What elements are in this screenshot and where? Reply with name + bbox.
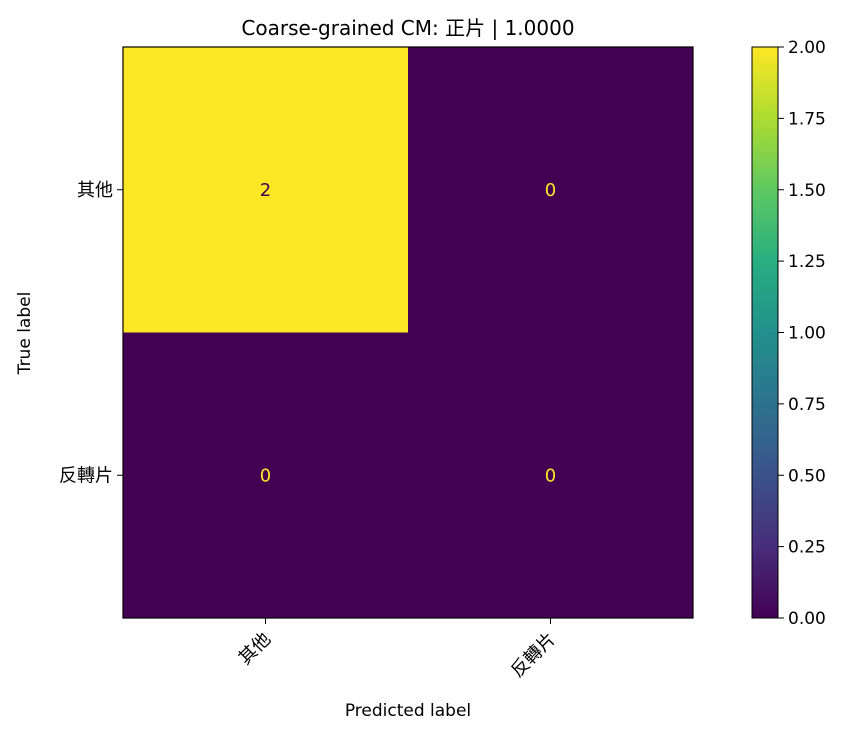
x-tick-label: 其他 — [235, 629, 275, 669]
x-axis-ticks: 其他 反轉片 — [235, 618, 560, 682]
y-tick-label: 反轉片 — [59, 465, 113, 486]
y-axis-label: True label — [15, 292, 35, 376]
heatmap-cell-r0-c1 — [408, 47, 693, 333]
heatmap-cell-r1-c0 — [123, 332, 408, 618]
colorbar-tick-label: 1.25 — [788, 252, 826, 272]
x-tick-label: 反轉片 — [507, 629, 560, 682]
cell-value-r1-c1: 0 — [545, 465, 556, 486]
colorbar-tick-label: 1.75 — [788, 109, 826, 129]
colorbar-tick-label: 0.50 — [788, 466, 826, 486]
x-axis-label: Predicted label — [345, 701, 471, 721]
colorbar-ticks: 0.00 0.25 0.50 0.75 1.00 1.25 1.50 1.75 2.00 — [778, 38, 826, 629]
colorbar-tick-label: 0.00 — [788, 609, 826, 629]
cell-annotations: 2 00 0 — [260, 180, 556, 487]
cell-value-r0-c1: 0 — [545, 180, 556, 201]
cell-value-r1-c0: 0 — [260, 465, 271, 486]
plot-frame — [122, 46, 694, 619]
colorbar-tick-label: 0.75 — [788, 395, 826, 415]
chart-title: Coarse-grained CM: 正片 | 1.0000 — [241, 16, 574, 40]
heatmap-cells — [123, 47, 693, 618]
heatmap-cell-r1-c1 — [408, 332, 693, 618]
y-tick-label: 其他 — [77, 180, 113, 201]
colorbar-tick-label: 0.25 — [788, 538, 826, 558]
colorbar-tick-label: 1.50 — [788, 181, 826, 201]
colorbar-tick-label: 2.00 — [788, 38, 826, 58]
cell-value-r0-c0: 2 — [260, 180, 271, 201]
colorbar-gradient — [752, 47, 778, 618]
colorbar-tick-label: 1.00 — [788, 324, 826, 344]
heatmap-cell-r0-c0 — [123, 47, 408, 333]
